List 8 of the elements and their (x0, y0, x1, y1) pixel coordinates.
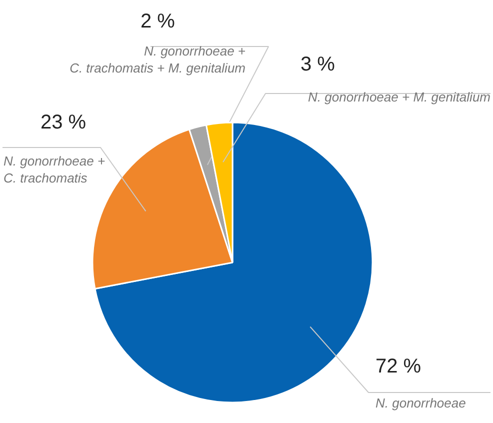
slice-label: N. gonorrhoeae + C. trachomatis + M. genitalium (70, 44, 246, 76)
slice-label: N. gonorrhoeae + M. genitalium (308, 90, 491, 104)
data-label: 72 % (376, 356, 422, 378)
slice-label: N. gonorrhoeae + C. trachomatis (4, 154, 106, 186)
data-label: 23 % (40, 112, 86, 134)
slice-label: N. gonorrhoeae (376, 396, 466, 410)
data-label: 3 % (300, 54, 336, 76)
data-label: 2 % (140, 10, 176, 32)
